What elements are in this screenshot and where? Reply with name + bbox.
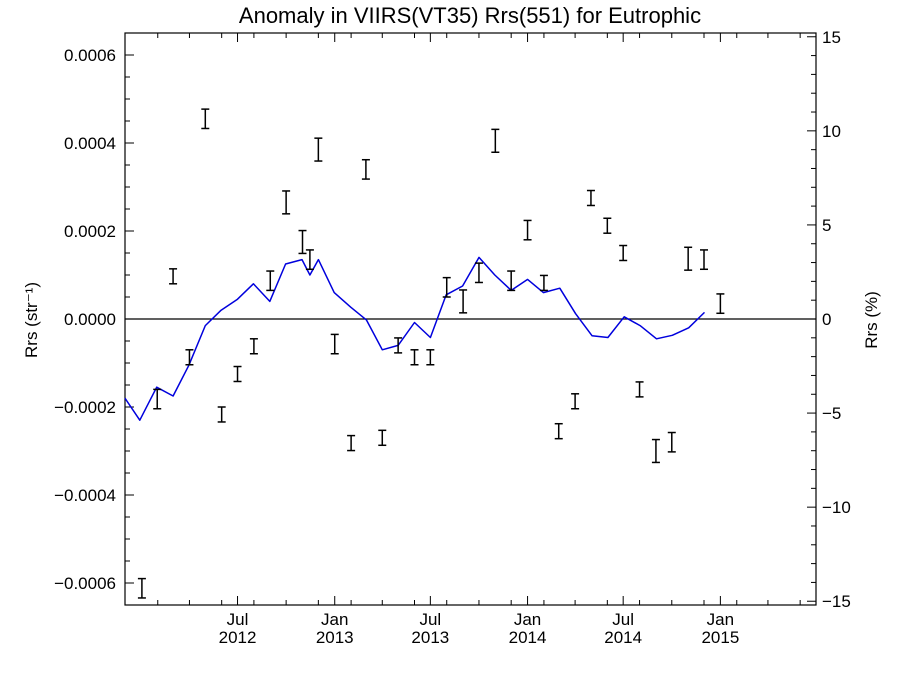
x-tick-month-label: Jul [612,610,634,629]
y-right-tick-label: 5 [822,216,831,235]
error-bar-point [571,393,580,410]
error-bar-point [442,276,451,298]
error-bar-point [201,108,210,130]
y-right-tick-label: −10 [822,498,851,517]
y-axis-left-title: Rrs (str⁻¹) [22,282,41,358]
error-bar-point [410,349,419,366]
error-bar-point [305,249,314,271]
x-tick-year-label: 2015 [701,628,739,647]
y-left-tick-label: −0.0002 [54,398,116,417]
error-bar-point [282,190,291,215]
y-axis-right-title: Rrs (%) [862,291,881,349]
axis-ticks: 0.0006 0.0004 0.0002 0.0000 −0.0002 −0.0004 −0… [54,28,851,647]
y-left-tick-label: 0.0002 [64,222,116,241]
error-bar-point [667,431,676,453]
x-tick-month-label: Jul [419,610,441,629]
x-tick-year-label: 2014 [604,628,642,647]
error-bar-point [426,349,435,366]
y-right-tick-label: −5 [822,404,841,423]
error-bar-point [474,262,483,284]
error-bar-point [378,429,387,447]
error-bar-point [507,270,516,292]
y-left-tick-label: −0.0006 [54,574,116,593]
data-layer [124,108,816,599]
error-bar-point [314,137,323,162]
x-tick-month-label: Jan [514,610,541,629]
error-bar-point [361,158,370,180]
error-bar-point [394,337,403,354]
y-left-tick-label: 0.0004 [64,134,116,153]
error-bar-point [153,388,162,410]
error-bar-point [539,274,548,292]
error-bar-point [554,422,563,440]
error-bar-point [347,434,356,452]
error-bar-point [185,349,194,366]
error-bar-point [217,406,226,423]
x-tick-year-label: 2012 [219,628,257,647]
x-tick-month-label: Jul [227,610,249,629]
error-bar-point [233,365,242,383]
y-left-tick-label: −0.0004 [54,486,116,505]
error-bar-point [619,244,628,262]
error-bar-point [603,217,612,234]
error-bar-point [586,189,595,207]
chart-title: Anomaly in VIIRS(VT35) Rrs(551) for Eutr… [239,3,701,28]
error-bar-point [491,128,500,153]
error-bar-point [266,270,275,292]
y-right-tick-label: 10 [822,122,841,141]
error-bar-point [635,381,644,398]
error-bar-point [523,219,532,241]
error-bar-point [330,333,339,355]
x-tick-year-label: 2013 [411,628,449,647]
error-bar-point [169,268,178,285]
error-bar-point [249,338,258,355]
x-tick-month-label: Jan [321,610,348,629]
error-bar-point [137,577,146,599]
error-bar-point [716,293,725,315]
error-bar-point [651,438,660,464]
y-right-tick-label: −15 [822,592,851,611]
error-bar-point [684,246,693,271]
error-bar-point [459,289,468,314]
y-right-tick-label: 0 [822,310,831,329]
anomaly-line-series [124,256,706,421]
y-left-tick-label: 0.0006 [64,46,116,65]
y-left-tick-label: 0.0000 [64,310,116,329]
error-bar-point [298,229,307,255]
x-tick-year-label: 2014 [509,628,547,647]
y-right-tick-label: 15 [822,28,841,47]
x-tick-month-label: Jan [707,610,734,629]
error-bar-point [700,249,709,271]
x-tick-year-label: 2013 [316,628,354,647]
